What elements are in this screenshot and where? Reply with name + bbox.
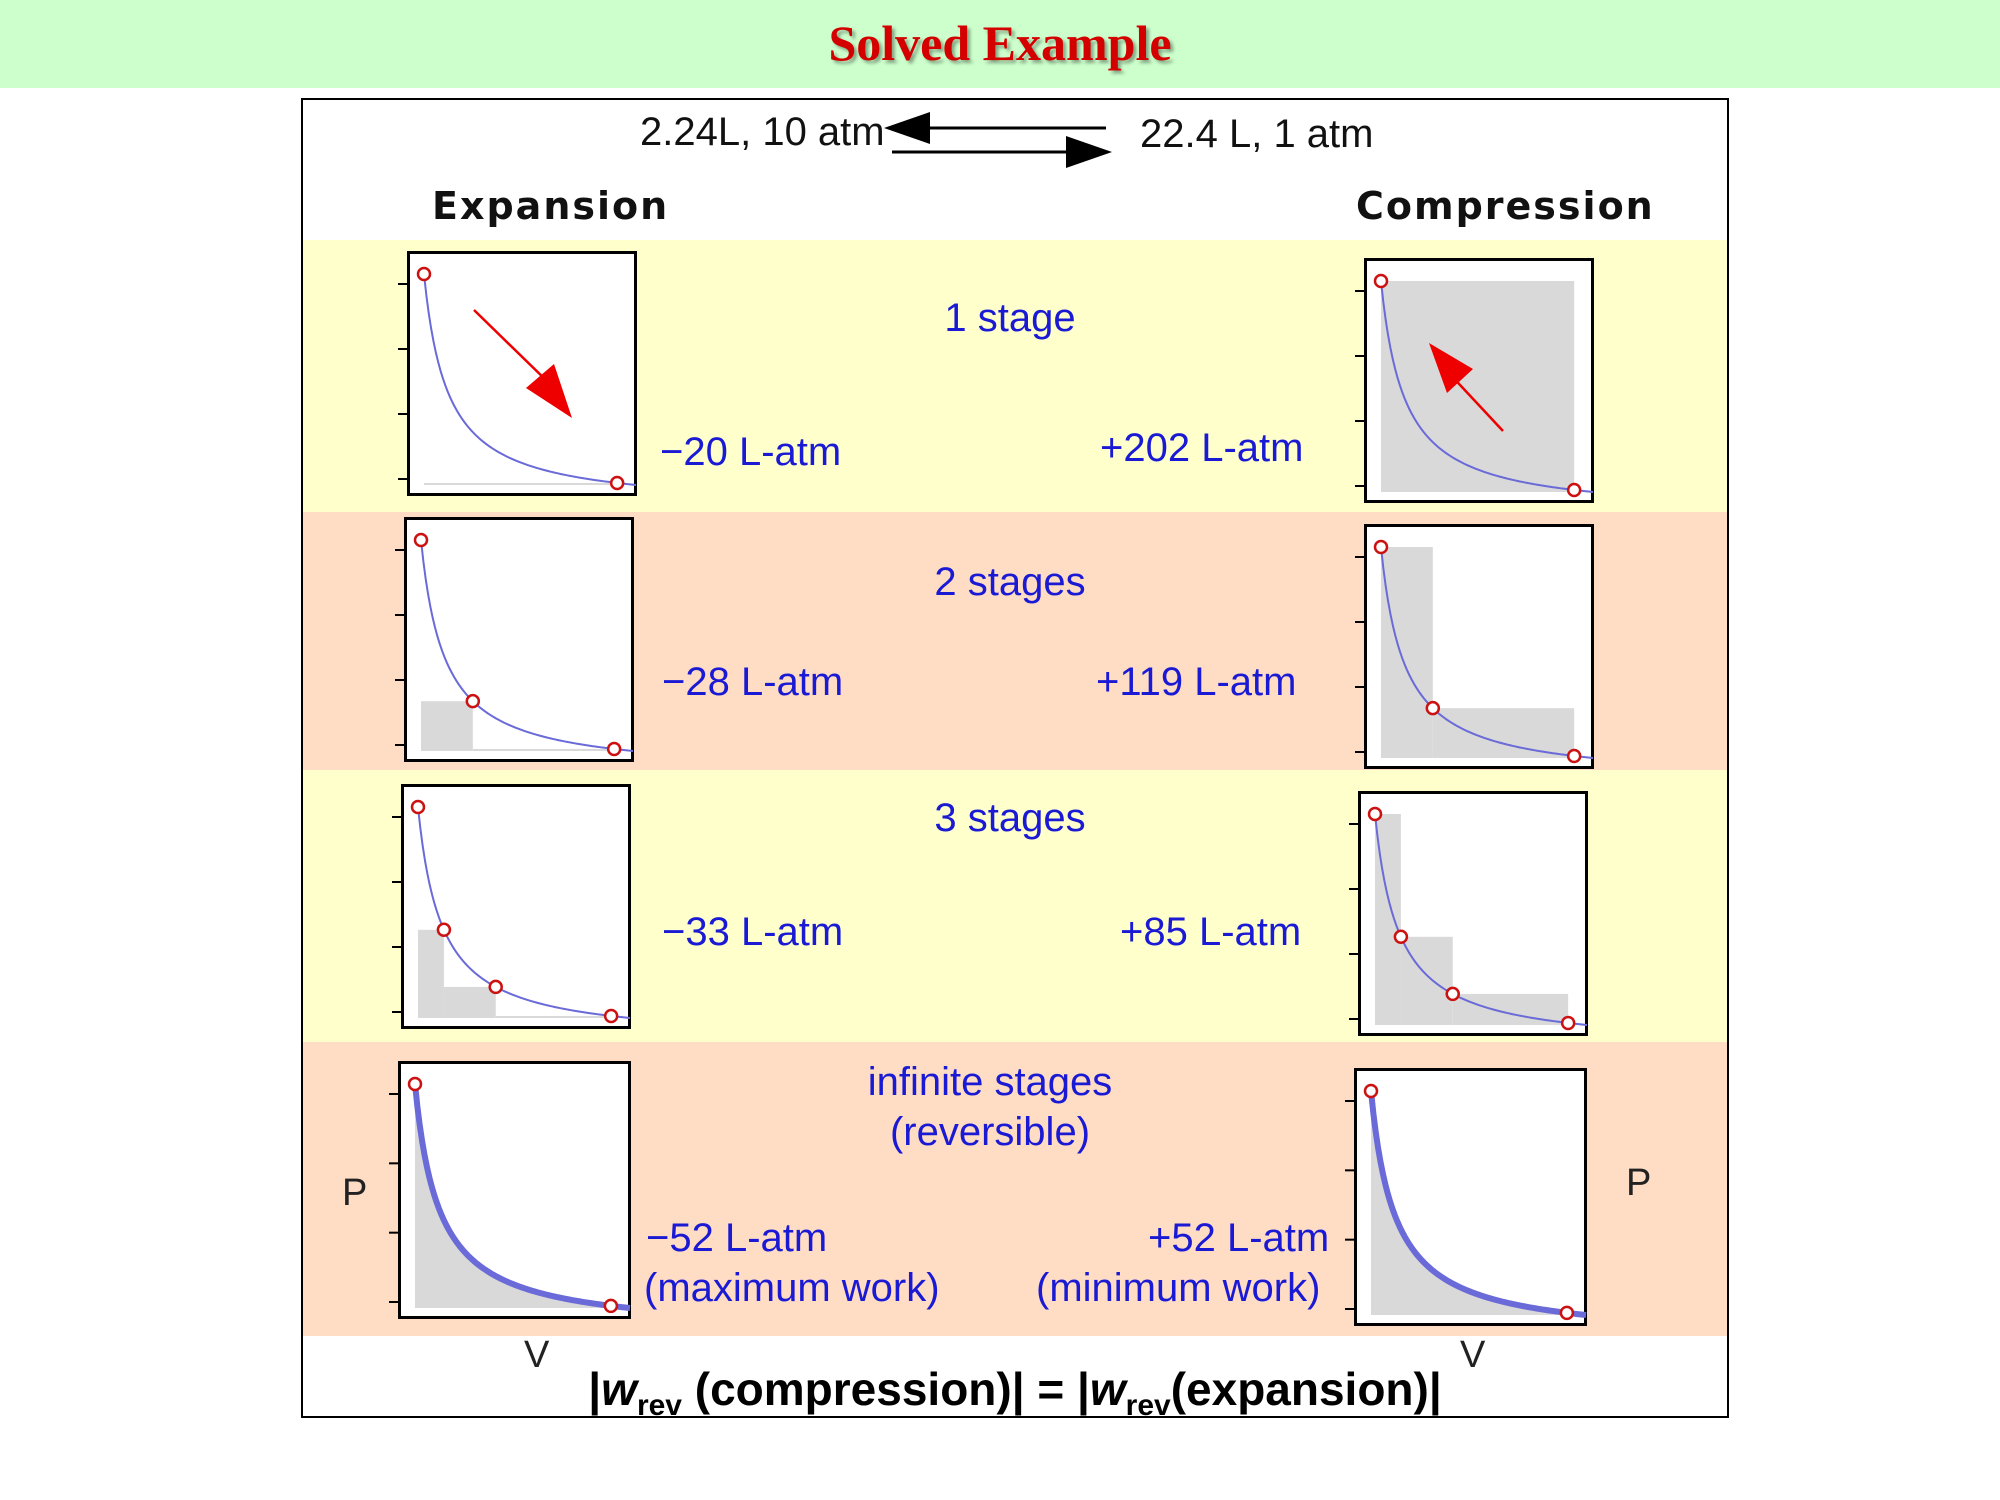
state-point xyxy=(407,1076,423,1092)
state-point xyxy=(1367,806,1383,822)
column-compression: Compression xyxy=(1356,184,1655,228)
pv-graph xyxy=(392,799,631,1024)
y-axis-label-left: P xyxy=(342,1172,368,1214)
stage-label-1: 1 stage xyxy=(944,296,1076,340)
expansion-work-4: −52 L-atm xyxy=(646,1216,828,1260)
work-step xyxy=(424,482,618,485)
isotherm-curve xyxy=(1380,280,1594,493)
work-area xyxy=(1371,1091,1567,1315)
compression-work-2: +119 L-atm xyxy=(1096,660,1297,704)
stage-label-2: 2 stages xyxy=(934,560,1086,604)
direction-arrow xyxy=(1429,343,1504,432)
work-step xyxy=(495,1015,612,1018)
state-point xyxy=(413,532,429,548)
column-expansion: Expansion xyxy=(432,184,670,228)
state-point xyxy=(1393,929,1409,945)
work-step xyxy=(472,748,615,751)
expansion-note-4: (maximum work) xyxy=(644,1266,940,1310)
formula-subscript: rev xyxy=(1125,1389,1171,1423)
state-point xyxy=(606,741,622,757)
plot-expansion-3 xyxy=(392,784,631,1029)
state-point xyxy=(609,475,625,491)
plot-compression-1 xyxy=(1355,258,1594,503)
isotherm-curve xyxy=(412,1083,631,1311)
isotherm-curve xyxy=(1368,1090,1587,1318)
formula-w: w xyxy=(601,1363,637,1415)
compression-note-4: (minimum work) xyxy=(1036,1266,1321,1310)
pv-graph xyxy=(398,266,637,491)
expansion-work-2: −28 L-atm xyxy=(662,660,844,704)
state-point xyxy=(1566,748,1582,764)
compression-work-3: +85 L-atm xyxy=(1120,910,1302,954)
work-step xyxy=(1381,281,1575,492)
pv-graph xyxy=(1349,806,1588,1031)
formula-subscript: rev xyxy=(636,1389,682,1423)
page-title: Solved Example xyxy=(828,15,1172,71)
compression-work-1: +202 L-atm xyxy=(1100,426,1304,470)
pv-graph xyxy=(389,1076,631,1314)
state-left: 2.24L, 10 atm xyxy=(640,110,885,154)
work-step xyxy=(418,929,444,1018)
expansion-work-3: −33 L-atm xyxy=(662,910,844,954)
plot-expansion-2 xyxy=(395,517,634,762)
state-point xyxy=(1560,1015,1576,1031)
state-point xyxy=(1566,482,1582,498)
isotherm-curve xyxy=(417,806,631,1019)
work-equality-formula: |wrev (compression)| = |wrev(expansion)| xyxy=(303,1362,1727,1423)
pv-graph xyxy=(1355,539,1594,764)
pv-graph xyxy=(395,532,634,757)
state-point xyxy=(488,979,503,995)
compression-work-4: +52 L-atm xyxy=(1148,1216,1330,1260)
title-banner xyxy=(0,0,2000,88)
state-point xyxy=(1373,539,1389,555)
isotherm-curve xyxy=(1374,813,1588,1026)
direction-arrow xyxy=(473,309,572,418)
state-point xyxy=(1425,700,1441,716)
stage-note-4: (reversible) xyxy=(889,1110,1091,1154)
state-point xyxy=(410,799,426,815)
state-point xyxy=(416,266,432,282)
formula-middle: (compression)| = | xyxy=(681,1363,1090,1415)
state-right: 22.4 L, 1 atm xyxy=(1140,112,1374,156)
formula-end: (expansion)| xyxy=(1170,1363,1442,1415)
plot-expansion-1 xyxy=(398,251,637,496)
x-axis-label-left: V xyxy=(524,1334,550,1376)
formula-w: w xyxy=(1089,1363,1126,1415)
stage-label-3: 3 stages xyxy=(934,796,1086,840)
work-area xyxy=(415,1084,611,1308)
state-point xyxy=(465,693,481,709)
pv-graph xyxy=(1355,273,1594,498)
work-step xyxy=(1381,547,1433,758)
equilibrium-arrows xyxy=(884,112,1112,168)
state-point xyxy=(1373,273,1389,289)
expansion-work-1: −20 L-atm xyxy=(660,430,842,474)
isotherm-curve xyxy=(420,539,634,752)
state-point xyxy=(1559,1305,1575,1321)
state-point xyxy=(603,1298,619,1314)
state-point xyxy=(1363,1083,1379,1099)
state-point xyxy=(603,1008,619,1024)
isotherm-curve xyxy=(1380,546,1594,759)
formula-bar: | xyxy=(588,1363,602,1415)
y-axis-label-right: P xyxy=(1626,1162,1652,1204)
pv-graph xyxy=(1345,1083,1587,1321)
work-step xyxy=(1432,708,1575,758)
work-step xyxy=(421,701,473,751)
state-point xyxy=(1445,986,1460,1002)
plot-compression-3 xyxy=(1349,791,1588,1036)
isotherm-curve xyxy=(423,273,637,486)
state-point xyxy=(436,922,452,938)
x-axis-label-right: V xyxy=(1460,1334,1486,1376)
plot-compression-infinite xyxy=(1345,1068,1587,1326)
plot-expansion-infinite xyxy=(389,1061,631,1319)
work-step xyxy=(443,986,496,1018)
stage-label-4: infinite stages xyxy=(867,1060,1113,1104)
plot-compression-2 xyxy=(1355,524,1594,769)
